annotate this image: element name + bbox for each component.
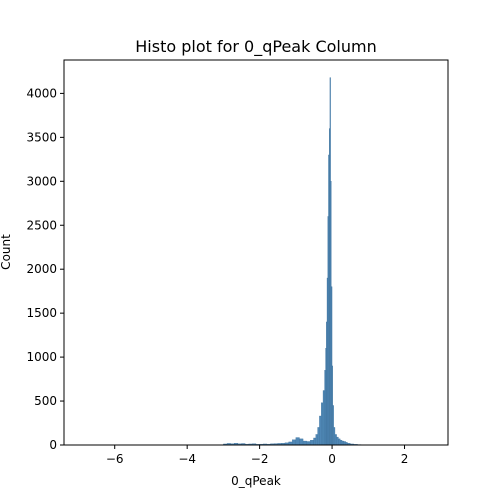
x-axis-ticks: −6 −4 −2 0 2 — [106, 445, 408, 466]
histogram-bar — [322, 390, 325, 446]
histogram-bar — [338, 438, 341, 446]
histogram-bar — [334, 434, 337, 446]
x-axis-label: 0_qPeak — [231, 474, 281, 488]
histogram-bar — [292, 439, 297, 446]
histogram-bar — [333, 427, 336, 446]
x-tick-label: −4 — [178, 452, 196, 466]
histogram-bar — [306, 441, 311, 446]
y-tick-label: 500 — [34, 394, 57, 408]
y-tick-label: 1000 — [26, 350, 57, 364]
y-tick-label: 1500 — [26, 306, 57, 320]
histogram-bar — [310, 440, 314, 446]
chart-title: Histo plot for 0_qPeak Column — [135, 37, 376, 57]
histogram-bar — [341, 440, 345, 446]
histogram-bar — [315, 434, 318, 446]
histogram-bars — [223, 77, 362, 446]
y-tick-label: 2500 — [26, 218, 57, 232]
y-tick-label: 2000 — [26, 262, 57, 276]
histogram-bar — [340, 440, 343, 446]
x-tick-label: −6 — [106, 452, 124, 466]
y-axis-ticks: 0 500 1000 1500 2000 2500 3000 3500 4000 — [26, 86, 64, 452]
histogram-bar — [343, 441, 346, 446]
histogram-bar — [302, 440, 307, 446]
histogram-bar — [319, 415, 322, 446]
y-axis-label: Count — [0, 234, 13, 270]
x-tick-label: 2 — [401, 452, 409, 466]
histogram-bar — [295, 437, 300, 446]
plot-frame — [63, 59, 449, 446]
x-tick-label: −2 — [251, 452, 269, 466]
histogram-bar — [299, 438, 304, 446]
y-tick-label: 3000 — [26, 174, 57, 188]
x-tick-label: 0 — [328, 452, 336, 466]
y-tick-label: 4000 — [26, 86, 57, 100]
histogram-bar — [336, 436, 339, 446]
y-tick-label: 3500 — [26, 130, 57, 144]
histogram-bar — [313, 437, 316, 446]
histogram-bar — [317, 427, 320, 446]
y-tick-label: 0 — [49, 438, 57, 452]
histogram-bar — [321, 402, 324, 446]
